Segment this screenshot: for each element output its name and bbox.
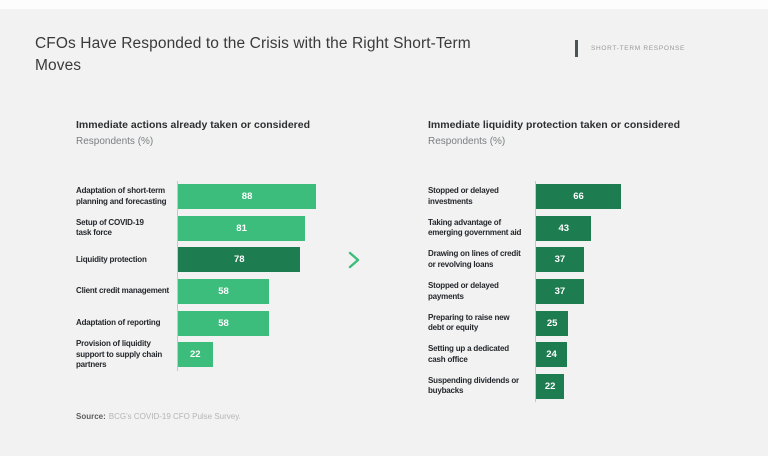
- chart-subtitle: Respondents (%): [428, 136, 506, 147]
- bar-track: 88: [177, 181, 398, 213]
- bar-value: 78: [233, 254, 245, 266]
- bar-category-label: Adaptation of short-term planning and for…: [76, 186, 167, 206]
- bar: 37: [536, 247, 584, 273]
- bar: 81: [178, 215, 306, 241]
- bar-category-label: Preparing to raise new debt or equity: [428, 312, 510, 333]
- bar-value: 81: [236, 222, 247, 234]
- bar-row: Setup of COVID-19 task force 81: [76, 212, 398, 245]
- bar-category-label: Stopped or delayed payments: [428, 281, 499, 301]
- bar-track: 22: [177, 338, 398, 371]
- bar: 25: [536, 310, 569, 336]
- chart-title: Immediate actions already taken or consi…: [76, 119, 311, 131]
- bar-row: Setting up a dedicated cash office 24: [428, 338, 758, 371]
- bar-row: Suspending dividends or buybacks 22: [428, 370, 758, 403]
- bar-value: 25: [546, 317, 558, 329]
- bar-track: 37: [535, 244, 758, 276]
- bar-category-label: Setup of COVID-19 task force: [76, 217, 144, 238]
- bar-track: 25: [535, 307, 758, 339]
- bar-row: Client credit management 58: [76, 275, 398, 308]
- bar: 22: [536, 373, 565, 399]
- bar-track: 81: [177, 212, 398, 245]
- bar-track: 66: [535, 181, 758, 213]
- page-title: CFOs Have Responded to the Crisis with t…: [35, 35, 471, 74]
- bar-track: 58: [177, 275, 398, 308]
- bar-row: Drawing on lines of credit or revolving l…: [428, 244, 758, 276]
- bar-row: Stopped or delayed payments 37: [428, 275, 758, 308]
- chart-liquidity-protection: Immediate liquidity protection taken or …: [428, 118, 758, 403]
- bar: 88: [178, 184, 317, 210]
- bar-category-label: Adaptation of reporting: [76, 317, 161, 327]
- bar: 66: [536, 184, 622, 210]
- bar-track: 78: [177, 244, 398, 276]
- bar-track: 58: [177, 307, 398, 339]
- bar-value: 22: [544, 380, 556, 392]
- bar-category-label: Taking advantage of emerging government a…: [428, 217, 522, 238]
- bar: 58: [178, 310, 270, 336]
- bar-category-label: Drawing on lines of credit or revolving l…: [428, 249, 521, 269]
- bar-rows: Stopped or delayed investments 66 Taking ad…: [428, 181, 758, 403]
- bar-category-label: Provision of liquidity support to supply …: [76, 339, 163, 370]
- bar: 24: [536, 342, 567, 368]
- bar-value: 66: [573, 191, 584, 203]
- bar-row: Preparing to raise new debt or equity 25: [428, 307, 758, 339]
- bar-category-label: Client credit management: [76, 286, 170, 296]
- bar: 22: [178, 342, 213, 368]
- source-label: Source:: [76, 412, 106, 421]
- bar-value: 22: [189, 349, 201, 361]
- bar: 37: [536, 279, 584, 305]
- bar-value: 43: [558, 222, 570, 234]
- bar-value: 88: [241, 191, 253, 203]
- bar: 43: [536, 215, 592, 241]
- bar-value: 58: [218, 317, 229, 329]
- bar-track: 43: [535, 212, 758, 245]
- tracker-tag-bar-icon: [575, 40, 578, 57]
- bar: 78: [178, 247, 301, 273]
- bar-category-label: Stopped or delayed investments: [428, 186, 499, 206]
- bar-track: 37: [535, 275, 758, 308]
- chart-immediate-actions: Immediate actions already taken or consi…: [76, 118, 398, 371]
- bar-row: Adaptation of reporting 58: [76, 307, 398, 339]
- bar-track: 24: [535, 338, 758, 371]
- bar-rows: Adaptation of short-term planning and for…: [76, 181, 398, 371]
- bar-category-label: Setting up a dedicated cash office: [428, 344, 509, 364]
- bar: 58: [178, 279, 270, 305]
- bar-category-label: Suspending dividends or buybacks: [428, 375, 519, 396]
- bar-track: 22: [535, 370, 758, 403]
- bar-row: Stopped or delayed investments 66: [428, 181, 758, 213]
- source-note: Source: BCG's COVID-19 CFO Pulse Survey.: [76, 412, 241, 421]
- bar-value: 37: [554, 254, 566, 266]
- chart-title: Immediate liquidity protection taken or …: [428, 119, 681, 131]
- bar-row: Provision of liquidity support to supply …: [76, 338, 398, 371]
- top-strip: [0, 0, 768, 9]
- tracker-tag-label: SHORT-TERM RESPONSE: [591, 45, 686, 52]
- bar-row: Taking advantage of emerging government a…: [428, 212, 758, 245]
- bar-value: 37: [554, 286, 566, 298]
- source-text: BCG's COVID-19 CFO Pulse Survey.: [108, 412, 241, 421]
- bar-category-label: Liquidity protection: [76, 254, 147, 264]
- bar-row: Liquidity protection 78: [76, 244, 398, 276]
- bar-value: 58: [218, 286, 229, 298]
- chevron-right-icon: [348, 251, 360, 269]
- bar-row: Adaptation of short-term planning and for…: [76, 181, 398, 213]
- tracker-tag: SHORT-TERM RESPONSE: [575, 40, 685, 57]
- chart-subtitle: Respondents (%): [76, 136, 154, 147]
- bar-value: 24: [546, 349, 557, 361]
